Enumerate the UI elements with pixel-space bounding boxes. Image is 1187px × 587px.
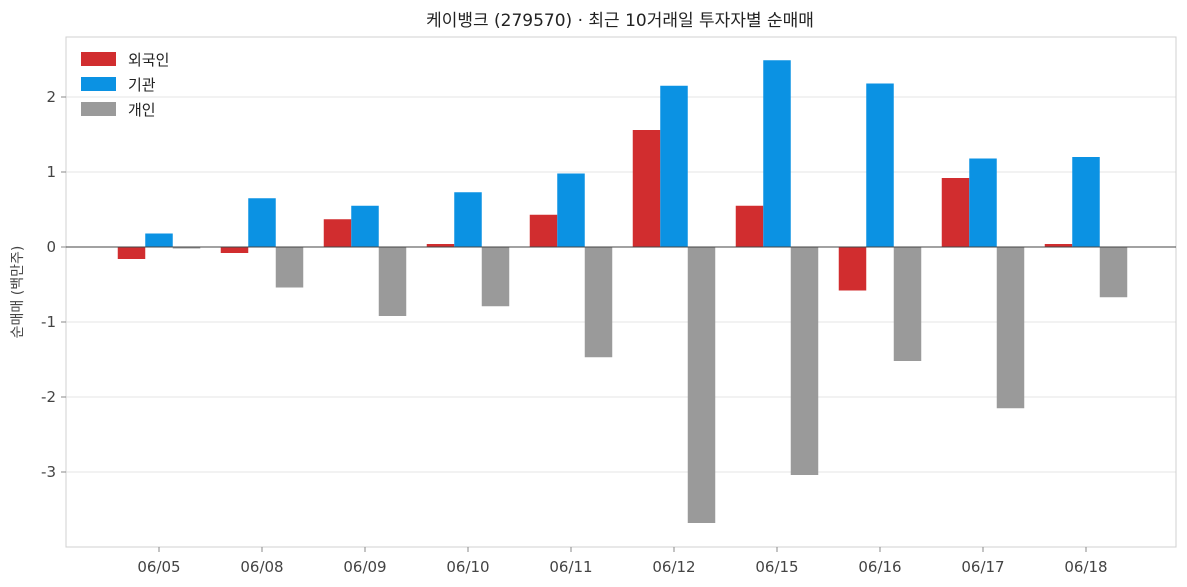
bar bbox=[763, 60, 791, 247]
plot-frame bbox=[65, 36, 1177, 548]
legend-label: 외국인 bbox=[128, 51, 169, 69]
y-tick-label: 1 bbox=[46, 163, 56, 181]
bar bbox=[220, 247, 249, 253]
bar bbox=[838, 247, 867, 291]
bar bbox=[687, 247, 716, 523]
bar bbox=[172, 247, 201, 249]
x-tick-label: 06/18 bbox=[1064, 558, 1107, 576]
bar bbox=[1099, 247, 1128, 298]
bar bbox=[941, 178, 970, 247]
bar bbox=[893, 247, 922, 361]
bar bbox=[145, 233, 173, 247]
x-tick-label: 06/11 bbox=[549, 558, 592, 576]
legend-swatch bbox=[81, 77, 116, 91]
x-tick-label: 06/08 bbox=[240, 558, 283, 576]
x-tick-label: 06/12 bbox=[652, 558, 695, 576]
bar bbox=[790, 247, 819, 475]
bar bbox=[117, 247, 146, 259]
bar bbox=[529, 214, 558, 247]
y-axis-label: 순매매 (백만주) bbox=[10, 246, 26, 339]
x-tick-label: 06/17 bbox=[961, 558, 1004, 576]
bar bbox=[351, 205, 379, 247]
y-tick-label: 2 bbox=[46, 88, 56, 106]
bar bbox=[323, 219, 352, 247]
bar bbox=[426, 244, 455, 247]
x-tick-label: 06/10 bbox=[446, 558, 489, 576]
x-tick-label: 06/16 bbox=[858, 558, 901, 576]
bar bbox=[584, 247, 613, 358]
chart-title: 케이뱅크 (279570) · 최근 10거래일 투자자별 순매매 bbox=[426, 11, 814, 31]
y-axis: -3 -2 -1 0 1 2 bbox=[41, 88, 66, 481]
legend-label: 개인 bbox=[128, 101, 156, 119]
x-tick-label: 06/15 bbox=[755, 558, 798, 576]
y-tick-label: -1 bbox=[41, 313, 56, 331]
bar bbox=[1044, 244, 1073, 247]
legend-label: 기관 bbox=[128, 76, 156, 94]
legend-swatch bbox=[81, 52, 116, 66]
bar bbox=[481, 247, 510, 307]
x-tick-label: 06/09 bbox=[343, 558, 386, 576]
bar bbox=[248, 198, 276, 247]
x-axis: 06/05 06/08 06/09 06/10 06/11 06/12 06/15 06/16… bbox=[137, 547, 1108, 576]
bar bbox=[632, 130, 661, 247]
bar bbox=[557, 173, 585, 247]
bar bbox=[378, 247, 407, 316]
legend-swatch bbox=[81, 102, 116, 116]
bar bbox=[275, 247, 304, 288]
y-tick-label: 0 bbox=[46, 238, 56, 256]
bar bbox=[969, 158, 997, 247]
bar bbox=[454, 192, 482, 247]
x-tick-label: 06/05 bbox=[137, 558, 180, 576]
y-tick-label: -2 bbox=[41, 388, 56, 406]
bar bbox=[996, 247, 1025, 409]
bars bbox=[117, 60, 1128, 523]
bar bbox=[866, 83, 894, 247]
bar bbox=[735, 205, 764, 247]
y-tick-label: -3 bbox=[41, 463, 56, 481]
bar bbox=[1072, 157, 1100, 247]
bar bbox=[660, 85, 688, 247]
